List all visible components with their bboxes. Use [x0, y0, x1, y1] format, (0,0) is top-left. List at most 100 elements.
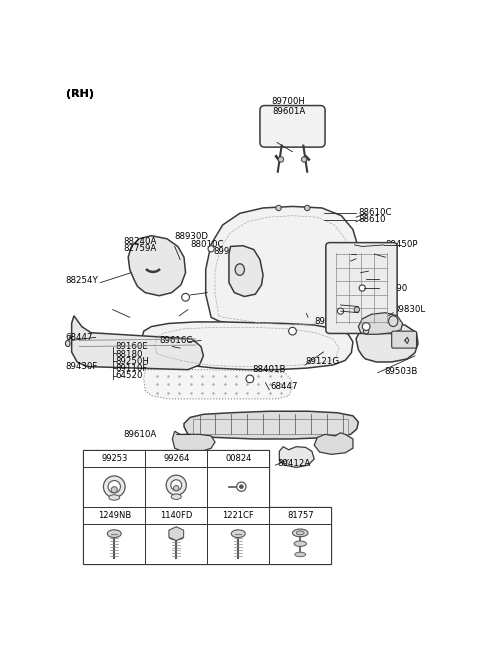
Circle shape — [337, 308, 344, 314]
Circle shape — [103, 476, 125, 498]
Circle shape — [278, 157, 284, 162]
FancyBboxPatch shape — [392, 331, 417, 348]
Circle shape — [108, 481, 120, 493]
Polygon shape — [279, 447, 314, 468]
Bar — [269, 523, 331, 564]
Ellipse shape — [109, 495, 120, 500]
Text: 89410R: 89410R — [358, 248, 391, 256]
Text: 88010C: 88010C — [190, 240, 224, 249]
Ellipse shape — [389, 316, 398, 327]
Text: 89333: 89333 — [370, 267, 397, 276]
Polygon shape — [128, 236, 186, 296]
Polygon shape — [229, 246, 263, 297]
Text: 1140FD: 1140FD — [160, 511, 192, 519]
Text: 89900D: 89900D — [214, 248, 247, 256]
Bar — [193, 419, 348, 434]
Polygon shape — [206, 206, 360, 330]
Polygon shape — [144, 369, 292, 399]
Text: 89412A: 89412A — [277, 459, 310, 468]
Text: 89160E: 89160E — [116, 342, 149, 351]
Text: 88240A: 88240A — [123, 237, 157, 246]
Text: 89360H: 89360H — [358, 254, 392, 263]
Ellipse shape — [292, 529, 308, 536]
Text: 99253: 99253 — [101, 454, 127, 462]
Bar — [145, 507, 207, 523]
Ellipse shape — [169, 535, 183, 540]
Text: 88010C: 88010C — [345, 313, 379, 322]
Text: 89700H
89601A: 89700H 89601A — [272, 97, 306, 117]
Text: (RH): (RH) — [66, 89, 94, 100]
Circle shape — [166, 475, 186, 495]
Polygon shape — [169, 527, 184, 540]
Polygon shape — [172, 431, 215, 452]
Circle shape — [362, 323, 370, 330]
Text: 88180: 88180 — [116, 350, 144, 359]
Circle shape — [288, 328, 296, 335]
Text: (RH): (RH) — [66, 89, 94, 100]
Bar — [145, 466, 207, 507]
Bar — [145, 450, 207, 466]
Text: 89430F: 89430F — [65, 362, 98, 371]
Circle shape — [304, 205, 310, 211]
Text: 82759A: 82759A — [123, 244, 157, 253]
Text: 89610A: 89610A — [123, 430, 157, 439]
Circle shape — [240, 485, 243, 489]
Text: 68447: 68447 — [271, 382, 298, 391]
Text: 88254Y: 88254Y — [65, 276, 98, 285]
Circle shape — [174, 485, 179, 491]
Text: 68447: 68447 — [65, 333, 93, 342]
FancyBboxPatch shape — [260, 105, 325, 147]
Circle shape — [301, 157, 307, 162]
Ellipse shape — [235, 264, 244, 275]
Text: 89250H: 89250H — [116, 357, 150, 365]
Circle shape — [181, 293, 190, 301]
Bar — [83, 450, 269, 507]
Circle shape — [359, 285, 365, 291]
Bar — [207, 466, 269, 507]
Bar — [83, 507, 331, 564]
Ellipse shape — [295, 552, 306, 557]
Ellipse shape — [296, 531, 304, 535]
Text: 89503B: 89503B — [384, 367, 417, 376]
Circle shape — [354, 307, 360, 312]
Bar — [207, 450, 269, 466]
Text: 89490: 89490 — [381, 284, 408, 293]
Polygon shape — [184, 411, 359, 439]
Polygon shape — [72, 316, 204, 369]
Circle shape — [171, 479, 181, 491]
Text: 89900F: 89900F — [314, 316, 347, 326]
FancyBboxPatch shape — [326, 242, 397, 333]
Circle shape — [208, 246, 214, 252]
Text: 89110F: 89110F — [116, 364, 148, 373]
Bar — [207, 523, 269, 564]
Text: 89121G: 89121G — [305, 358, 339, 366]
Text: 89450P: 89450P — [385, 240, 418, 250]
Circle shape — [363, 328, 369, 334]
Polygon shape — [314, 433, 353, 455]
Bar — [83, 450, 145, 466]
Circle shape — [111, 487, 117, 493]
Polygon shape — [142, 322, 353, 369]
Circle shape — [237, 482, 246, 491]
Text: 88610C: 88610C — [359, 208, 392, 217]
Bar — [145, 523, 207, 564]
Bar — [83, 507, 145, 523]
Text: 88930D: 88930D — [175, 232, 209, 241]
Text: 1221CF: 1221CF — [222, 511, 254, 519]
Text: 88401B: 88401B — [252, 365, 286, 374]
Text: 64520: 64520 — [116, 371, 144, 381]
Bar — [269, 507, 331, 523]
Ellipse shape — [171, 494, 181, 499]
Bar — [83, 466, 145, 507]
Text: 89616C: 89616C — [159, 336, 192, 345]
Ellipse shape — [107, 530, 121, 538]
Text: 88610: 88610 — [359, 215, 386, 224]
Text: 89830L: 89830L — [393, 305, 425, 314]
Circle shape — [276, 205, 281, 211]
Text: 00824: 00824 — [225, 454, 252, 462]
Ellipse shape — [231, 530, 245, 538]
Polygon shape — [359, 312, 403, 334]
Polygon shape — [356, 324, 418, 362]
Ellipse shape — [294, 541, 306, 546]
Text: 88930D: 88930D — [345, 305, 379, 314]
